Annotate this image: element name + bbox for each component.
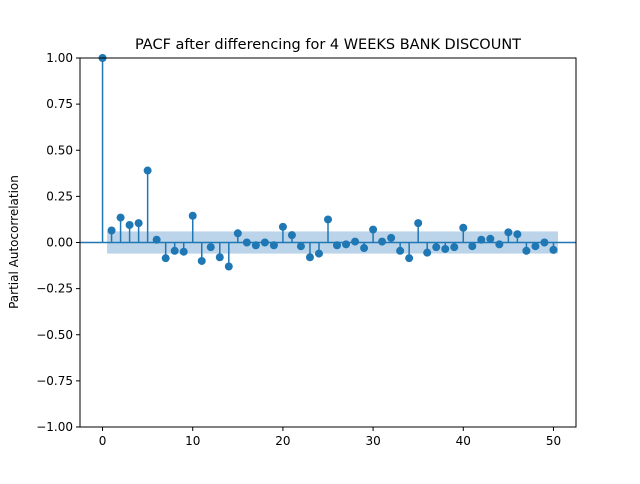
marker-lag-17 — [251, 241, 260, 250]
marker-lag-19 — [269, 241, 278, 250]
y-tick-label-1: 0.75 — [46, 97, 73, 111]
marker-lag-27 — [342, 240, 351, 249]
marker-lag-25 — [324, 215, 332, 224]
x-tick-label-0: 0 — [99, 434, 107, 448]
marker-lag-13 — [215, 253, 224, 262]
marker-lag-3 — [125, 220, 134, 229]
y-tick-label-0: 1.00 — [46, 51, 73, 65]
marker-lag-11 — [197, 256, 206, 265]
marker-lag-49 — [540, 238, 549, 247]
marker-lag-50 — [549, 245, 558, 254]
marker-lag-35 — [414, 219, 423, 228]
marker-lag-40 — [459, 223, 468, 232]
x-tick-label-10: 10 — [185, 434, 200, 448]
marker-lag-5 — [143, 166, 152, 175]
marker-lag-10 — [188, 211, 197, 220]
marker-lag-4 — [134, 219, 143, 228]
marker-lag-34 — [405, 254, 414, 263]
marker-lag-38 — [441, 244, 450, 253]
marker-lag-31 — [378, 237, 387, 246]
y-tick-label-6: −0.50 — [36, 328, 73, 342]
y-tick-label-5: −0.25 — [36, 282, 73, 296]
marker-lag-42 — [477, 235, 486, 244]
markers-layer — [98, 54, 558, 271]
marker-lag-33 — [396, 246, 405, 255]
marker-lag-41 — [468, 242, 477, 251]
marker-lag-15 — [233, 229, 242, 238]
marker-lag-23 — [305, 253, 314, 262]
y-tick-label-2: 0.50 — [46, 143, 73, 157]
marker-lag-48 — [531, 242, 540, 251]
marker-lag-28 — [351, 237, 360, 246]
marker-lag-39 — [450, 243, 459, 252]
marker-lag-2 — [116, 213, 125, 222]
x-tick-label-20: 20 — [275, 434, 290, 448]
marker-lag-7 — [161, 254, 170, 263]
x-tick-label-40: 40 — [456, 434, 471, 448]
y-tick-label-4: 0.00 — [46, 236, 73, 250]
marker-lag-30 — [369, 225, 378, 234]
marker-lag-22 — [296, 242, 305, 251]
y-tick-label-3: 0.25 — [46, 189, 73, 203]
y-ticks-layer: 1.00 0.75 0.50 0.25 0.00 −0.25 −0.50 −0.75 −1.00 — [36, 51, 80, 434]
x-ticks-layer: 0 10 20 30 40 50 — [99, 427, 561, 448]
marker-lag-21 — [287, 231, 296, 240]
marker-lag-44 — [495, 240, 504, 249]
y-tick-label-8: −1.00 — [36, 420, 73, 434]
y-tick-label-7: −0.75 — [36, 374, 73, 388]
marker-lag-29 — [360, 244, 369, 253]
marker-lag-43 — [486, 234, 495, 243]
x-tick-label-50: 50 — [546, 434, 561, 448]
marker-lag-24 — [314, 249, 323, 258]
marker-lag-18 — [260, 238, 269, 247]
marker-lag-36 — [423, 248, 432, 257]
marker-lag-9 — [179, 247, 188, 256]
marker-lag-45 — [504, 228, 513, 237]
marker-lag-37 — [432, 243, 441, 252]
chart-title: PACF after differencing for 4 WEEKS BANK… — [135, 37, 521, 53]
y-axis-label: Partial Autocorrelation — [7, 175, 21, 309]
marker-lag-20 — [278, 222, 287, 231]
x-tick-label-30: 30 — [365, 434, 380, 448]
marker-lag-12 — [206, 243, 215, 252]
marker-lag-26 — [333, 241, 342, 250]
marker-lag-8 — [170, 246, 179, 255]
marker-lag-46 — [513, 230, 522, 239]
marker-lag-32 — [387, 233, 396, 242]
marker-lag-47 — [522, 246, 531, 255]
marker-lag-1 — [107, 226, 116, 235]
marker-lag-14 — [224, 262, 233, 271]
marker-lag-6 — [152, 235, 161, 244]
marker-lag-16 — [242, 238, 251, 247]
